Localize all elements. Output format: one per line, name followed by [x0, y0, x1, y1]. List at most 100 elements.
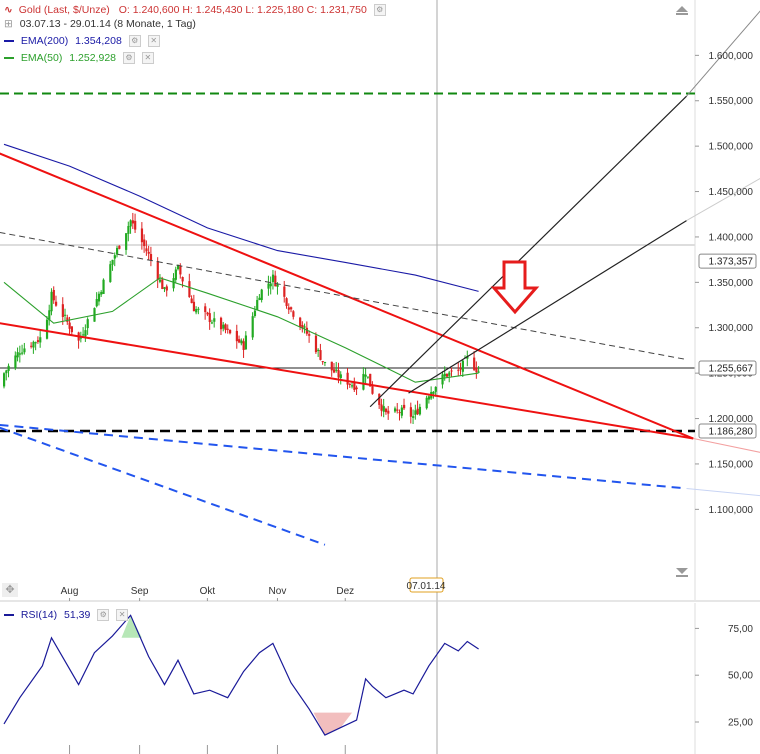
candle-body [158, 279, 162, 282]
candle-body [149, 254, 153, 261]
ohlc-values: O: 1.240,600 H: 1.245,430 L: 1.225,180 C… [118, 4, 367, 16]
candle-body [174, 269, 177, 280]
scroll-up-icon [676, 6, 688, 12]
rsi-tick-label: 75,00 [728, 624, 753, 635]
cursor-date-label: 07.01.14 [407, 581, 446, 592]
candle-body [450, 370, 453, 372]
rsi-label: RSI(14) [20, 609, 58, 621]
candle-body [238, 339, 241, 343]
candle-body [244, 335, 248, 350]
candle-body [339, 374, 342, 379]
ema50-close-icon[interactable]: ✕ [141, 52, 154, 65]
candle-body [118, 245, 121, 249]
candle-body [400, 407, 403, 416]
rsi-layer [3, 614, 479, 736]
instrument-title: Gold (Last, $/Unze) [18, 4, 110, 16]
ema50-settings-icon[interactable]: ⚙ [122, 52, 135, 65]
candle-body [111, 259, 114, 265]
candle-body [156, 260, 159, 280]
candle-body [229, 329, 232, 334]
candle-body [364, 374, 367, 377]
candle-body [414, 410, 417, 415]
candle-body [109, 264, 112, 282]
black-fan-line-1 [369, 95, 687, 408]
ema200-close-icon[interactable]: ✕ [147, 35, 160, 48]
candle-body [335, 369, 338, 371]
ema50-line [3, 277, 479, 383]
candle-body [369, 373, 372, 387]
candle-body [23, 348, 26, 353]
expand-icon[interactable]: ⊞ [4, 18, 13, 30]
candle-body [34, 342, 37, 344]
x-tick-label: Dez [336, 586, 354, 597]
candle-body [319, 350, 322, 360]
candle-body [52, 289, 55, 301]
candle-body [113, 255, 116, 259]
candle-body [283, 286, 286, 297]
x-tick-label: Nov [269, 586, 287, 597]
candle-body [61, 304, 64, 317]
x-tick-label: Aug [61, 586, 79, 597]
candle-body [260, 289, 263, 300]
candle-body [353, 382, 356, 390]
candle-body [206, 312, 209, 315]
rsi-close-icon[interactable]: ✕ [116, 609, 129, 622]
ema200-value: 1.354,208 [75, 35, 122, 47]
candle-body [100, 291, 103, 295]
candle-body [86, 319, 89, 329]
ema50-swatch [4, 57, 14, 60]
candle-body [427, 396, 431, 400]
candle-body [396, 409, 399, 411]
black-dashed-trendline [0, 231, 687, 361]
rsi-tick-label: 25,00 [728, 718, 753, 729]
candle-body [317, 349, 320, 352]
candle-body [66, 317, 69, 322]
candle-body [192, 301, 196, 312]
candle-body [301, 324, 304, 329]
candle-body [418, 406, 422, 415]
candle-body [97, 293, 101, 302]
candle-body [226, 328, 229, 330]
settings-icon[interactable]: ⚙ [373, 4, 386, 17]
rsi-settings-icon[interactable]: ⚙ [97, 609, 110, 622]
candle-body [366, 376, 370, 378]
candle-body [125, 233, 128, 250]
candle-body [332, 369, 336, 373]
candle-body [45, 319, 49, 339]
candle-body [84, 330, 87, 337]
candle-body [371, 386, 374, 394]
candle-body [276, 284, 279, 287]
candle-body [256, 299, 259, 310]
candle-body [387, 410, 390, 414]
scroll-down-icon [676, 568, 688, 574]
candle-body [50, 291, 53, 312]
candle-body [208, 313, 211, 322]
x-tick-label: Okt [200, 586, 216, 597]
ema200-settings-icon[interactable]: ⚙ [128, 35, 141, 48]
candle-body [147, 251, 150, 254]
candle-body [351, 385, 354, 387]
candle-body [240, 340, 243, 344]
candle-body [195, 308, 198, 313]
candle-body [382, 406, 385, 412]
candle-body [425, 397, 428, 409]
candle-body [7, 365, 10, 371]
candle-body [412, 416, 415, 418]
legend-ema50: EMA(50) 1.252,928 ⚙ ✕ [4, 51, 154, 65]
candle-body [303, 326, 306, 328]
candle-body [21, 352, 24, 354]
candle-body [314, 335, 318, 353]
candle-body [445, 373, 449, 377]
candle-body [475, 368, 478, 373]
blue-dashed-trendline-1-ext [686, 487, 760, 497]
cursor-date-box [409, 577, 444, 593]
candle-body [161, 279, 164, 289]
price-box-label: 1.373,357 [709, 257, 754, 268]
candle-body [253, 310, 257, 317]
candle-body [127, 226, 130, 234]
candle-body [432, 391, 435, 394]
price-box: 1.255,667 [698, 360, 757, 376]
candle-body [267, 283, 270, 289]
scroll-down-bar [676, 575, 688, 577]
crosshair-icon[interactable]: ✥ [2, 583, 18, 597]
